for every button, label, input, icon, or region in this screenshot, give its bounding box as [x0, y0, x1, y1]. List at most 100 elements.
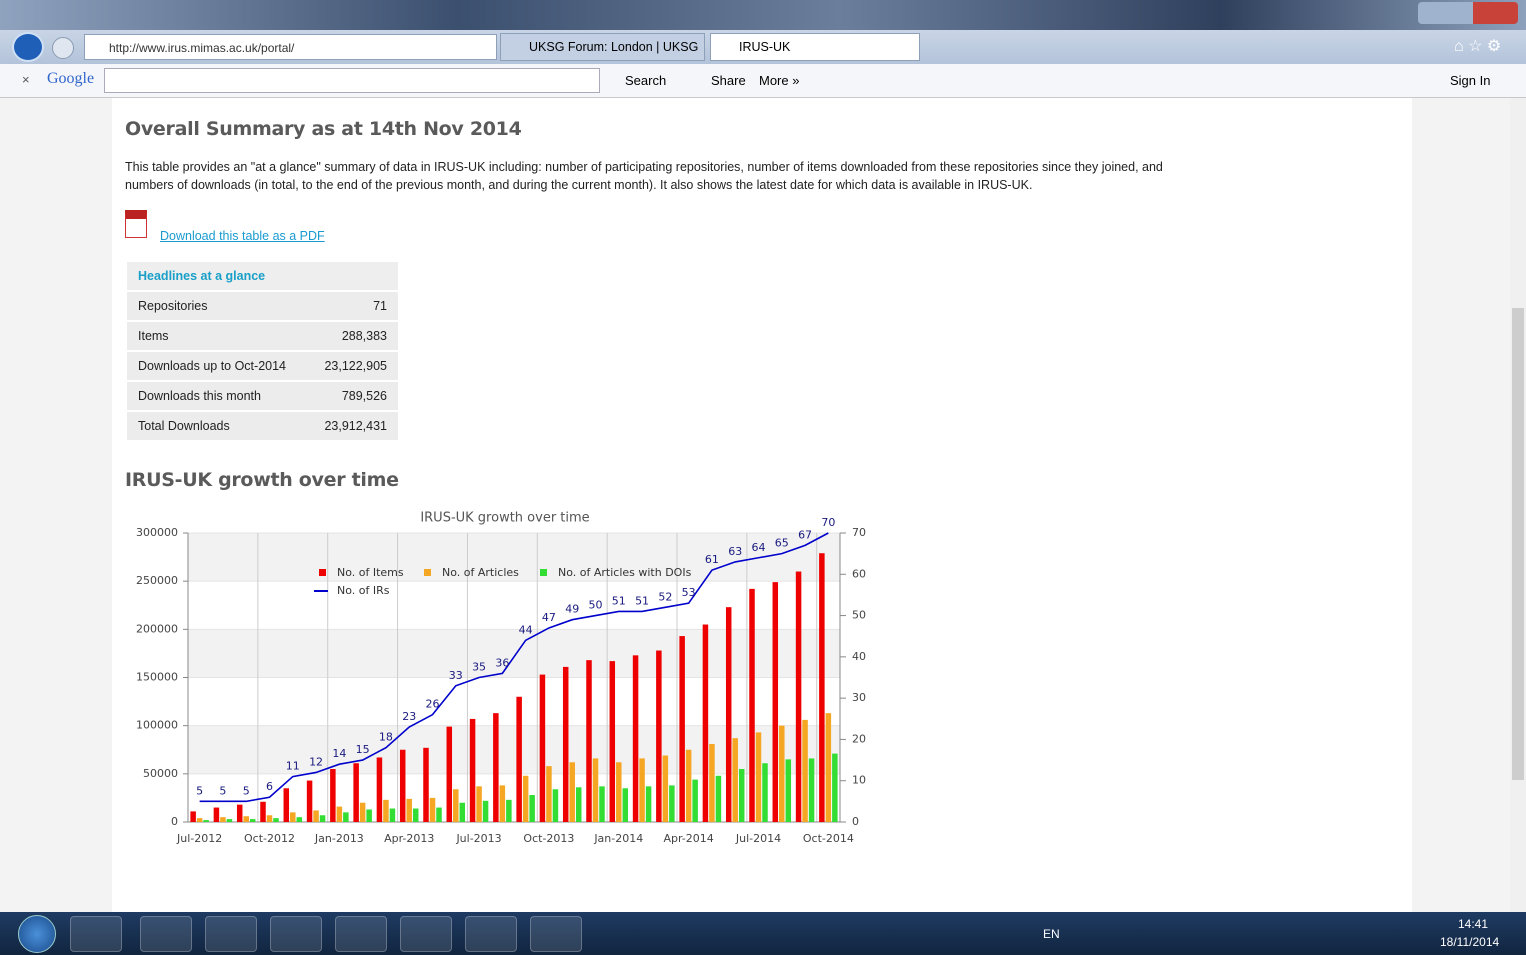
data-label: 51 — [635, 594, 649, 607]
cell: Downloads this month — [127, 382, 308, 410]
taskbar-app[interactable] — [335, 916, 387, 952]
bar — [453, 789, 459, 822]
bar — [632, 655, 639, 822]
bar — [562, 666, 569, 822]
cell: 789,526 — [307, 382, 398, 410]
legend-swatch — [319, 569, 326, 576]
bar — [679, 636, 685, 822]
y-tick-label: 100000 — [136, 719, 178, 732]
taskbar-app[interactable] — [465, 916, 517, 952]
pdf-icon[interactable] — [125, 210, 147, 238]
bar — [725, 607, 732, 822]
bar — [336, 806, 343, 822]
scroll-thumb[interactable] — [1512, 308, 1524, 780]
close-toolbar[interactable]: × — [22, 72, 30, 87]
start-button[interactable] — [18, 915, 56, 953]
taskbar-app[interactable] — [270, 916, 322, 952]
bar — [313, 810, 319, 822]
scrollbar[interactable] — [1510, 98, 1526, 912]
cell: 71 — [307, 292, 398, 320]
search-button[interactable]: Search — [625, 73, 667, 88]
x-tick-label: Apr-2014 — [663, 832, 713, 845]
taskbar-app[interactable] — [140, 916, 192, 952]
bar — [755, 732, 762, 822]
bar — [569, 762, 575, 822]
legend-label: No. of Articles with DOIs — [558, 566, 692, 579]
sign-in[interactable]: Sign In — [1450, 73, 1491, 88]
bar — [196, 818, 203, 822]
x-tick-label: Jul-2012 — [176, 832, 222, 845]
line — [199, 532, 829, 803]
data-label: 70 — [821, 516, 835, 529]
bar — [273, 818, 279, 822]
data-label: 67 — [798, 528, 812, 541]
taskbar-app[interactable] — [205, 916, 257, 952]
bar — [645, 786, 652, 822]
taskbar-app[interactable] — [70, 916, 122, 952]
back-button[interactable] — [12, 32, 44, 62]
forward-button[interactable] — [52, 37, 74, 59]
taskbar-app[interactable] — [530, 916, 582, 952]
taskbar-app[interactable] — [400, 916, 452, 952]
bar — [692, 779, 698, 822]
bar — [709, 743, 715, 822]
plot-band — [188, 533, 840, 582]
search-box[interactable] — [104, 68, 600, 93]
bar — [476, 786, 482, 822]
x-tick-label: Apr-2013 — [384, 832, 434, 845]
bar — [825, 713, 832, 822]
x-tick-label: Oct-2014 — [803, 832, 854, 845]
bar — [266, 815, 273, 822]
legend-label: No. of IRs — [337, 584, 390, 597]
bar — [236, 804, 243, 822]
y2-tick-label: 60 — [852, 567, 866, 580]
bar — [290, 812, 296, 822]
bar — [749, 588, 755, 822]
data-label: 36 — [495, 656, 509, 669]
bar — [795, 571, 802, 822]
address-bar[interactable]: http://www.irus.mimas.ac.uk/portal/ — [84, 34, 497, 60]
browser-icons[interactable]: ⌂ ☆ ⚙ — [1454, 38, 1502, 55]
bar — [260, 801, 266, 822]
tab[interactable]: UKSG Forum: London | UKSG — [500, 33, 705, 61]
more-button[interactable]: More » — [759, 73, 800, 88]
language[interactable]: EN — [1043, 927, 1060, 941]
bar — [656, 650, 662, 822]
data-label: 11 — [286, 760, 300, 773]
legend-label: No. of Articles — [442, 566, 519, 579]
data-label: 18 — [379, 731, 393, 744]
bar — [376, 757, 383, 822]
window-controls[interactable] — [1418, 2, 1518, 24]
data-label: 64 — [752, 541, 766, 554]
bar — [283, 788, 290, 822]
bar — [552, 789, 559, 822]
bar — [802, 719, 808, 822]
tab-active[interactable]: IRUS-UK — [710, 33, 920, 61]
heading: Overall Summary as at 14th Nov 2014 — [125, 118, 522, 140]
bar — [702, 624, 709, 822]
data-label: 15 — [356, 743, 370, 756]
data-label: 35 — [472, 661, 486, 674]
bar — [220, 817, 226, 822]
bar — [482, 800, 489, 822]
data-label: 63 — [728, 545, 742, 558]
pdf-link[interactable]: Download this table as a PDF — [160, 229, 325, 243]
x-tick-label: Oct-2013 — [523, 832, 574, 845]
clock-time[interactable]: 14:41 — [1458, 917, 1489, 931]
data-label: 5 — [219, 784, 226, 797]
bar — [296, 817, 303, 822]
title-bar — [0, 0, 1526, 32]
bar — [389, 808, 396, 822]
data-label: 44 — [519, 623, 533, 636]
data-label: 61 — [705, 553, 719, 566]
data-label: 14 — [332, 747, 346, 760]
data-label: 53 — [682, 586, 696, 599]
y-tick-label: 300000 — [136, 526, 178, 539]
data-label: 50 — [589, 599, 603, 612]
bar — [423, 747, 429, 822]
clock-date[interactable]: 18/11/2014 — [1440, 935, 1500, 949]
share-button[interactable]: Share — [711, 73, 746, 88]
bar — [529, 795, 535, 822]
